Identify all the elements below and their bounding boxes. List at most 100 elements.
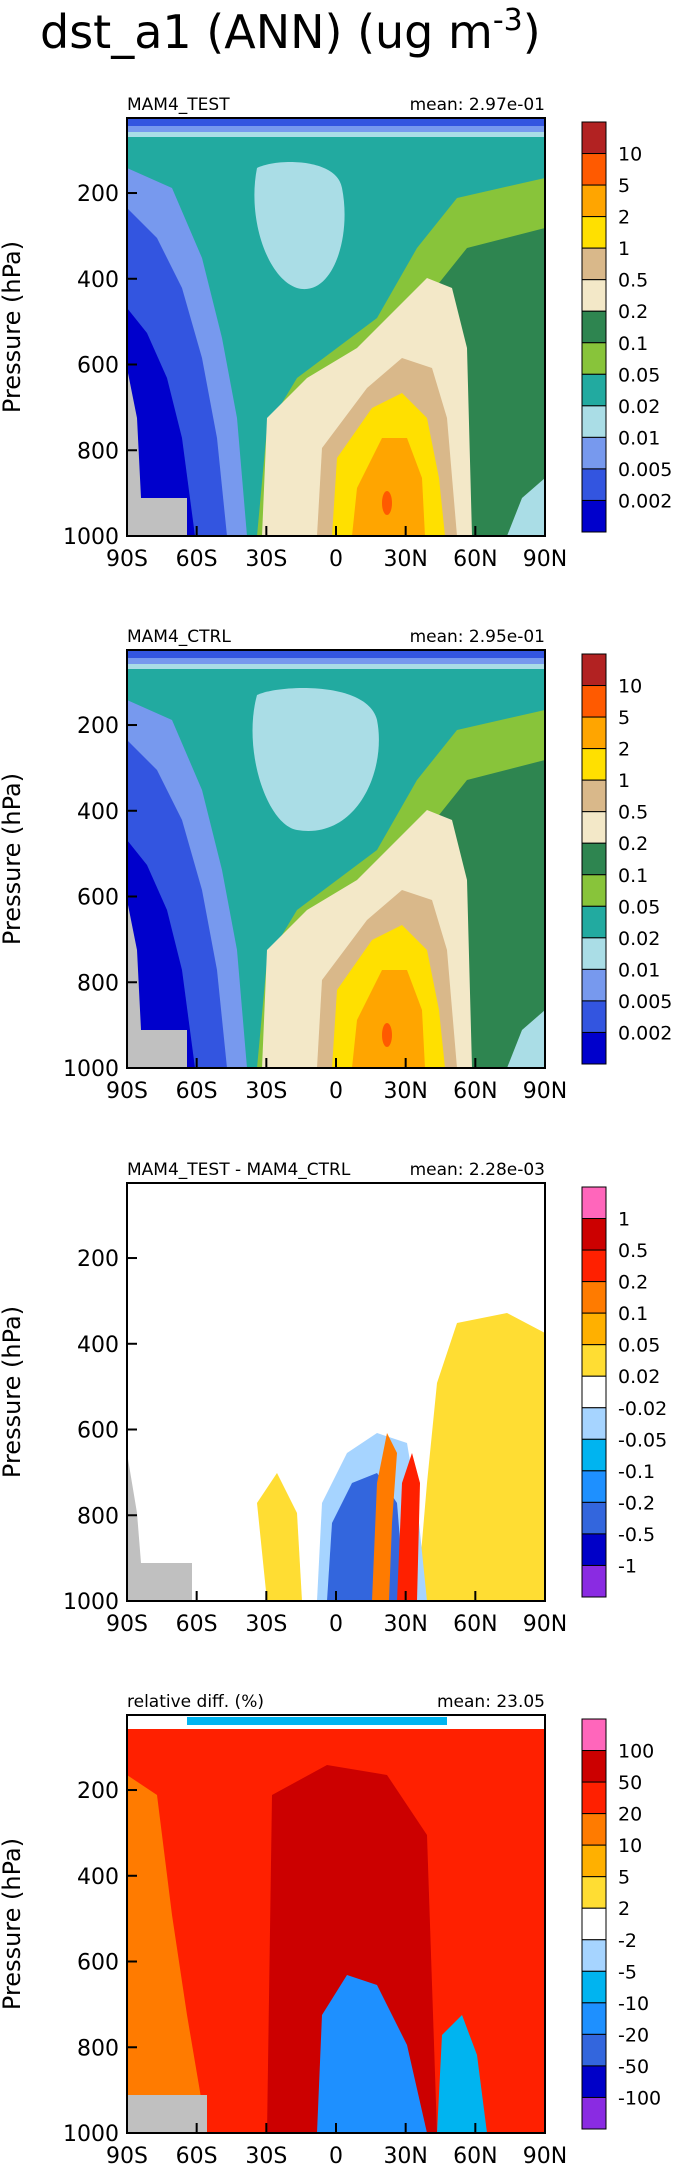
colorbar-label: 0.01 xyxy=(618,959,660,981)
colorbar-label: -20 xyxy=(618,2024,649,2046)
x-tick-label: 0 xyxy=(329,1079,343,1104)
colorbar-box xyxy=(581,905,607,939)
x-tick-label: 90N xyxy=(523,547,567,572)
colorbar-box xyxy=(581,1564,607,1598)
colorbar-box xyxy=(581,1438,607,1472)
field-missing xyxy=(127,2095,207,2133)
x-tick-label: 0 xyxy=(329,1612,343,1637)
colorbar-box xyxy=(581,2065,607,2098)
field-top-1 xyxy=(127,650,545,658)
field-region-cyan-nh xyxy=(507,1010,545,1068)
colorbar-label: 0.5 xyxy=(618,1240,648,1262)
colorbar-label: 0.005 xyxy=(618,991,672,1013)
y-tick-label: 800 xyxy=(77,971,119,996)
colorbar-box xyxy=(581,405,607,438)
x-tick-label: 60N xyxy=(453,1079,497,1104)
colorbar-box xyxy=(581,436,607,470)
field-region-orange xyxy=(352,438,425,536)
colorbar-label: 10 xyxy=(618,144,642,166)
colorbar-label: -0.5 xyxy=(618,1524,655,1546)
y-axis-label: Pressure (hPa) xyxy=(0,1306,26,1478)
colorbar-label: 50 xyxy=(618,1772,642,1794)
colorbar-box xyxy=(581,310,607,344)
colorbar-box xyxy=(581,685,607,718)
y-tick-label: 200 xyxy=(77,714,119,739)
colorbar-box xyxy=(581,468,607,501)
colorbar-box xyxy=(581,653,607,687)
colorbar-box xyxy=(581,968,607,1002)
colorbar-label: 0.2 xyxy=(618,1272,648,1294)
y-tick-label: 200 xyxy=(77,1247,119,1272)
y-tick-label: 800 xyxy=(77,439,119,464)
field-top-3 xyxy=(127,132,545,137)
colorbar-label: 0.5 xyxy=(618,802,648,824)
mean-label: mean: 2.97e-01 xyxy=(410,95,545,115)
field-top-2 xyxy=(127,126,545,132)
y-tick-label: 800 xyxy=(77,1504,119,1529)
panels: MAM4_TEST mean: 2.97e-01 90S 60S 30S 0 30N 60N 9… xyxy=(0,95,672,2169)
y-tick-label: 1000 xyxy=(63,1057,119,1082)
field-region-cyan xyxy=(437,2015,487,2133)
colorbar-label: -0.02 xyxy=(618,1398,667,1420)
x-tick-label: 30N xyxy=(383,2144,427,2169)
x-tick-label: 0 xyxy=(329,547,343,572)
y-tick-label: 200 xyxy=(77,182,119,207)
x-tick-label: 90S xyxy=(106,2144,148,2169)
colorbar-label: 5 xyxy=(618,707,630,729)
panel-label: relative diff. (%) xyxy=(127,1692,264,1712)
colorbar-box xyxy=(581,1249,607,1283)
panel: MAM4_TEST mean: 2.97e-01 90S 60S 30S 0 30N 60N 9… xyxy=(0,95,672,572)
colorbar-label: 10 xyxy=(618,1835,642,1857)
field-missing xyxy=(127,1453,192,1601)
y-tick-label: 1000 xyxy=(63,2122,119,2147)
plot-area xyxy=(126,649,546,1069)
field-region-orange xyxy=(352,970,425,1068)
colorbar-label: 0.02 xyxy=(618,396,660,418)
colorbar-box xyxy=(581,1312,607,1346)
x-tick-label: 30S xyxy=(245,547,287,572)
colorbar-label: -2 xyxy=(618,1930,637,1952)
x-tick-label: 60S xyxy=(176,547,218,572)
y-tick-label: 1000 xyxy=(63,525,119,550)
colorbar-box xyxy=(581,342,607,375)
colorbar-box xyxy=(581,2096,607,2130)
colorbar-box xyxy=(581,1281,607,1314)
colorbar-label: 0.002 xyxy=(618,1022,672,1044)
colorbar-label: 0.05 xyxy=(618,896,660,918)
colorbar-label: 0.2 xyxy=(618,301,648,323)
plot-area xyxy=(126,117,546,537)
x-tick-label: 60S xyxy=(176,1612,218,1637)
field-top-1 xyxy=(127,118,545,126)
colorbar-box xyxy=(581,1907,607,1941)
colorbar-label: 0.1 xyxy=(618,333,648,355)
panel: MAM4_CTRL mean: 2.95e-01 90S 60S 30S 0 30N 60N 9… xyxy=(0,627,672,1104)
y-tick-label: 400 xyxy=(77,1333,119,1358)
plot-area xyxy=(126,1714,546,2134)
colorbar-label: 5 xyxy=(618,175,630,197)
field-missing xyxy=(127,900,187,1068)
colorbar-box xyxy=(581,811,607,844)
field-region-darkblue xyxy=(127,840,195,1068)
x-tick-label: 90N xyxy=(523,1079,567,1104)
contour-fill xyxy=(127,650,545,1068)
plot-area xyxy=(126,1182,546,1602)
colorbar-box xyxy=(581,153,607,186)
colorbar-box xyxy=(581,1000,607,1033)
colorbar-box xyxy=(581,748,607,781)
field-region-cyan xyxy=(252,687,379,831)
contour-fill xyxy=(127,1183,545,1601)
colorbar-label: 0.05 xyxy=(618,1335,660,1357)
x-tick-label: 30N xyxy=(383,547,427,572)
colorbar-box xyxy=(581,216,607,249)
x-tick-label: 90N xyxy=(523,1612,567,1637)
field-region-darkblue xyxy=(127,308,195,536)
field-top-cyan xyxy=(187,1717,447,1725)
panel: MAM4_TEST - MAM4_CTRL mean: 2.28e-03 90S 60… xyxy=(0,1160,667,1637)
colorbar-box xyxy=(581,499,607,533)
y-tick-label: 800 xyxy=(77,2036,119,2061)
colorbar-box xyxy=(581,373,607,407)
colorbar-box xyxy=(581,1407,607,1440)
x-tick-label: 90S xyxy=(106,1612,148,1637)
y-tick-label: 400 xyxy=(77,1865,119,1890)
